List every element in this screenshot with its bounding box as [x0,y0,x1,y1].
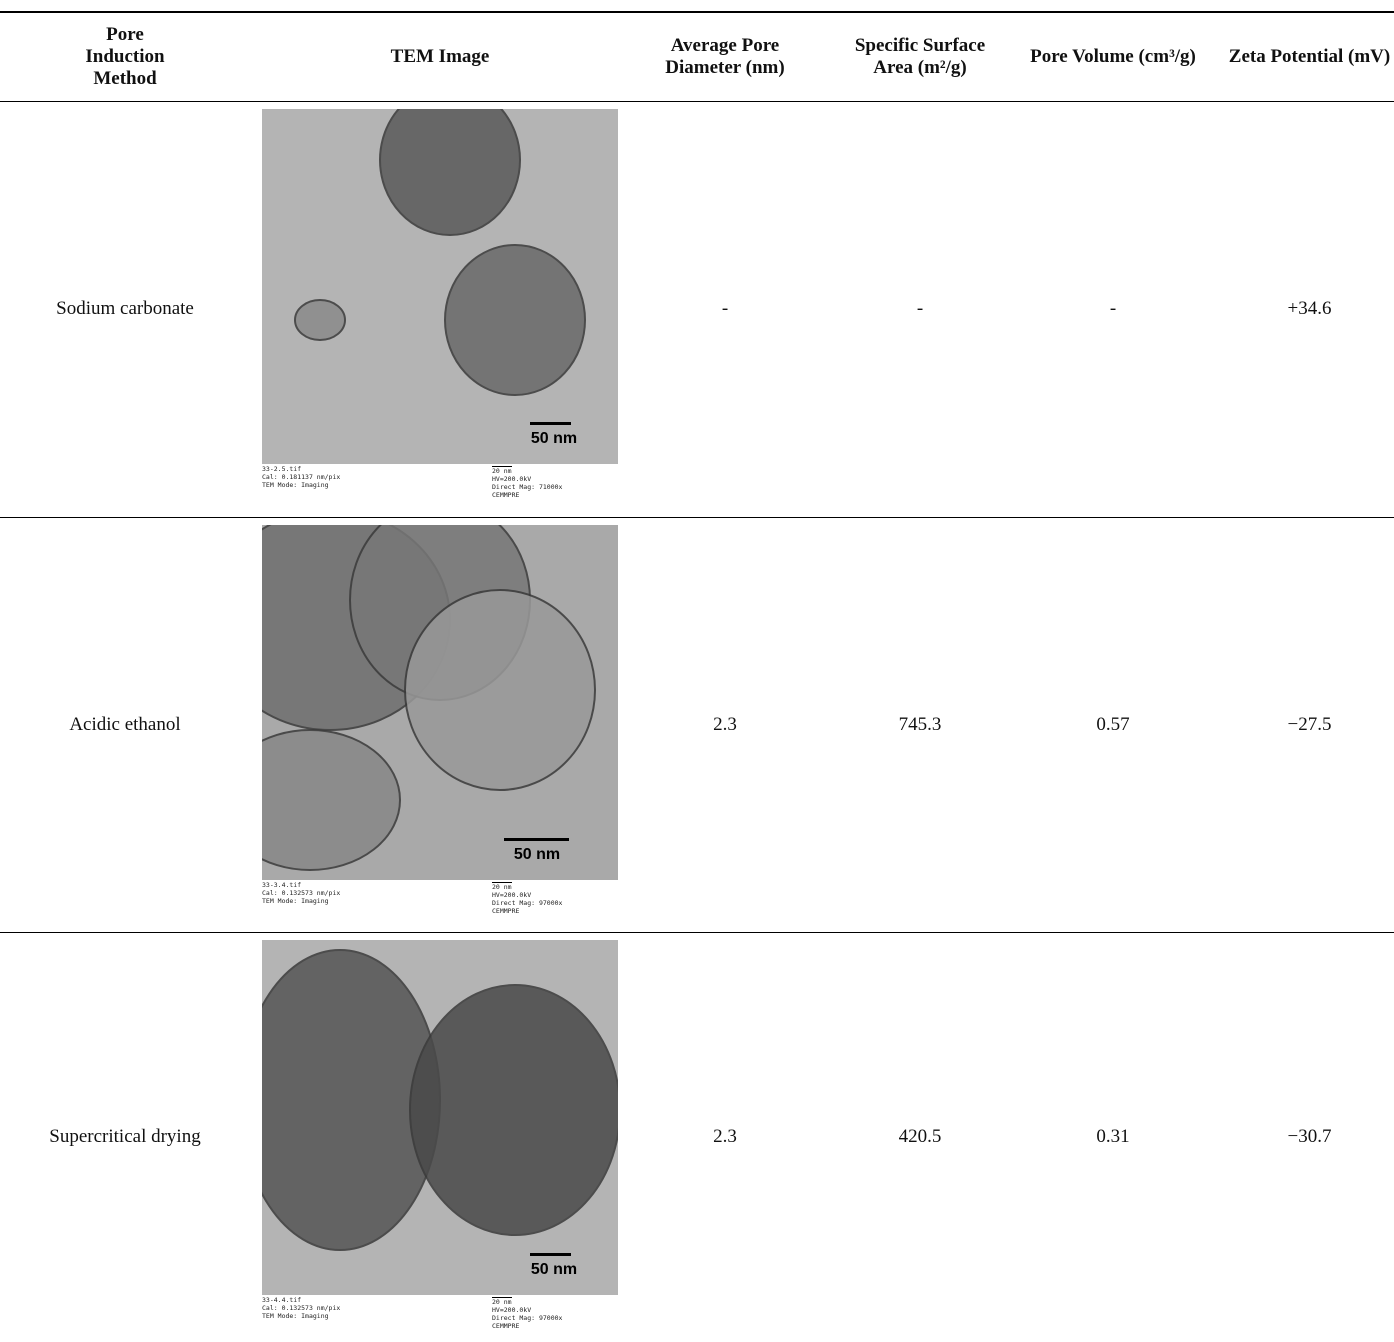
value-cell: 420.5 [840,932,1000,1342]
header-cell: Zeta Potential (mV) [1225,16,1394,98]
scale-label: 50 nm [531,430,577,447]
scale-bar [530,1253,571,1256]
value-cell: - [645,101,805,517]
caption-line: Direct Mag: 97000x [492,1314,562,1322]
value-cell: 2.3 [645,517,805,932]
caption-line: CEMMPRE [492,491,562,499]
caption-line: Direct Mag: 71000x [492,483,562,491]
header-cell: Pore Volume (cm³/g) [1030,16,1196,98]
caption-line: 20 nm [492,1298,562,1306]
caption-line: HV=200.0kV [492,891,562,899]
method-cell: Sodium carbonate [15,101,235,517]
caption-line: Cal: 0.181137 nm/pix [262,473,340,481]
caption-line: TEM Mode: Imaging [262,897,340,905]
caption-line: Cal: 0.132573 nm/pix [262,889,340,897]
tem-image: 50 nm [262,940,618,1295]
method-cell: Supercritical drying [15,932,235,1342]
caption-line: 33-2.5.tif [262,465,340,473]
value-cell: −30.7 [1225,932,1394,1342]
value-cell: −27.5 [1225,517,1394,932]
value-cell: 0.57 [1030,517,1196,932]
caption-line: CEMMPRE [492,907,562,915]
header-cell: Specific Surface Area (m²/g) [850,16,990,98]
scale-label: 50 nm [514,846,560,863]
header-cell: TEM Image [262,16,618,98]
scale-bar [530,422,571,425]
scale-label: 50 nm [531,1261,577,1278]
value-cell: - [840,101,1000,517]
particle [405,590,595,790]
scale-bar [504,838,569,841]
caption-line: TEM Mode: Imaging [262,481,340,489]
value-cell: - [1030,101,1196,517]
caption-line: 20 nm [492,467,562,475]
particle [295,300,345,340]
tem-image: 50 nm [262,525,618,880]
method-cell: Acidic ethanol [15,517,235,932]
value-cell: 2.3 [645,932,805,1342]
value-cell: 0.31 [1030,932,1196,1342]
value-cell: +34.6 [1225,101,1394,517]
value-cell: 745.3 [840,517,1000,932]
caption-line: HV=200.0kV [492,1306,562,1314]
caption-line: TEM Mode: Imaging [262,1312,340,1320]
particle [410,985,618,1235]
caption-line: 20 nm [492,883,562,891]
caption-line: Cal: 0.132573 nm/pix [262,1304,340,1312]
caption-line: 33-3.4.tif [262,881,340,889]
top-rule [0,11,1394,13]
caption-line: CEMMPRE [492,1322,562,1330]
tem-image: 50 nm [262,109,618,464]
particle [445,245,585,395]
caption-line: 33-4.4.tif [262,1296,340,1304]
table-page: Pore Induction Method TEM Image Average Po… [0,0,1394,1342]
header-cell: Pore Induction Method [70,16,180,98]
caption-line: Direct Mag: 97000x [492,899,562,907]
header-cell: Average Pore Diameter (nm) [645,16,805,98]
caption-line: HV=200.0kV [492,475,562,483]
